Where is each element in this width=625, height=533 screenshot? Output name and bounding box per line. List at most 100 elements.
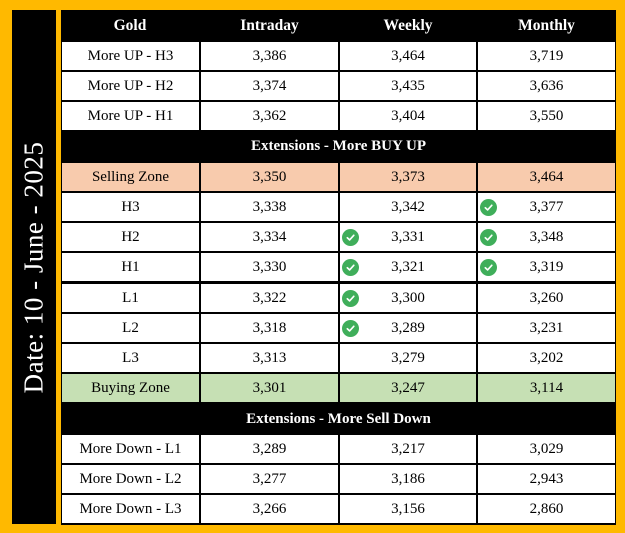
monthly-value-text: 3,202 xyxy=(529,349,564,366)
monthly-value-text: 3,464 xyxy=(529,168,564,185)
band-sell-down: Extensions - More Sell Down xyxy=(246,410,431,427)
intraday-value: 3,266 xyxy=(201,495,338,523)
weekly-value-text: 3,404 xyxy=(391,107,425,124)
monthly-value: 3,202 xyxy=(478,344,615,372)
intraday-value-text: 3,277 xyxy=(252,470,287,487)
row-label-text: Selling Zone xyxy=(91,168,170,185)
weekly-value: 3,464 xyxy=(340,42,476,70)
intraday-value-text: 3,386 xyxy=(252,47,287,64)
intraday-value-text: 3,334 xyxy=(252,228,287,245)
monthly-value-text: 3,114 xyxy=(529,379,564,396)
table-row: H3 3,338 3,342 3,377 xyxy=(61,193,616,221)
intraday-value: 3,386 xyxy=(201,42,338,70)
weekly-value-text: 3,289 xyxy=(391,319,425,336)
weekly-value-text: 3,217 xyxy=(391,440,425,457)
monthly-value: 3,377 xyxy=(478,193,615,221)
intraday-value: 3,334 xyxy=(201,223,338,251)
weekly-value-text: 3,156 xyxy=(391,500,425,517)
monthly-value-text: 2,860 xyxy=(529,500,564,517)
intraday-value: 3,318 xyxy=(201,314,338,342)
row-label-text: Buying Zone xyxy=(91,379,170,396)
intraday-value-text: 3,289 xyxy=(252,440,287,457)
weekly-value-text: 3,331 xyxy=(391,228,425,245)
intraday-value-text: 3,318 xyxy=(252,319,287,336)
row-label-text: H1 xyxy=(121,258,140,275)
table-row: More Down - L2 3,277 3,186 2,943 xyxy=(61,465,616,493)
intraday-value: 3,313 xyxy=(201,344,338,372)
levels-table: Gold Intraday Weekly Monthly Extensions … xyxy=(61,10,616,525)
monthly-value: 3,231 xyxy=(478,314,615,342)
row-label: L3 xyxy=(62,344,199,372)
intraday-value: 3,374 xyxy=(201,72,338,100)
intraday-value-text: 3,266 xyxy=(252,500,287,517)
weekly-value: 3,373 xyxy=(340,163,476,191)
monthly-value: 3,464 xyxy=(478,163,615,191)
header-intraday: Intraday xyxy=(240,17,299,34)
row-label-text: L1 xyxy=(122,289,139,306)
table-header: Gold Intraday Weekly Monthly xyxy=(61,12,616,40)
check-icon xyxy=(480,198,497,216)
intraday-value-text: 3,322 xyxy=(252,289,287,306)
row-label: L2 xyxy=(62,314,199,342)
check-icon xyxy=(342,228,359,246)
intraday-value: 3,338 xyxy=(201,193,338,221)
intraday-value: 3,289 xyxy=(201,435,338,463)
table-row: More UP - H3 3,386 3,464 3,719 xyxy=(61,42,616,70)
table-row: More Down - L1 3,289 3,217 3,029 xyxy=(61,435,616,463)
weekly-value: 3,342 xyxy=(340,193,476,221)
monthly-value: 3,319 xyxy=(478,253,615,281)
intraday-value: 3,350 xyxy=(201,163,338,191)
monthly-value-text: 3,550 xyxy=(529,107,564,124)
row-label-text: More Down - L1 xyxy=(79,440,182,457)
monthly-value: 3,260 xyxy=(478,284,615,312)
weekly-value-text: 3,279 xyxy=(391,349,425,366)
row-label: H3 xyxy=(62,193,199,221)
monthly-value: 2,860 xyxy=(478,495,615,523)
table-row: Selling Zone 3,350 3,373 3,464 xyxy=(61,163,616,191)
monthly-value-text: 3,348 xyxy=(529,228,564,245)
row-label: More UP - H3 xyxy=(62,42,199,70)
monthly-value: 3,114 xyxy=(478,374,615,402)
table-row: More Down - L3 3,266 3,156 2,860 xyxy=(61,495,616,523)
weekly-value: 3,331 xyxy=(340,223,476,251)
table-row: L1 3,322 3,300 3,260 xyxy=(61,284,616,312)
monthly-value: 3,029 xyxy=(478,435,615,463)
weekly-value: 3,404 xyxy=(340,102,476,130)
row-label: More UP - H1 xyxy=(62,102,199,130)
weekly-value: 3,300 xyxy=(340,284,476,312)
header-weekly: Weekly xyxy=(383,17,433,34)
monthly-value-text: 3,377 xyxy=(529,198,564,215)
weekly-value-text: 3,342 xyxy=(391,198,425,215)
intraday-value-text: 3,338 xyxy=(252,198,287,215)
weekly-value: 3,186 xyxy=(340,465,476,493)
intraday-value-text: 3,301 xyxy=(252,379,287,396)
intraday-value-text: 3,350 xyxy=(252,168,287,185)
row-label-text: H3 xyxy=(121,198,140,215)
row-label: More UP - H2 xyxy=(62,72,199,100)
row-label-text: More Down - L3 xyxy=(79,500,182,517)
date-label: Date: 10 - June - 2025 xyxy=(18,141,49,393)
row-label: H1 xyxy=(62,253,199,281)
row-label-text: More Down - L2 xyxy=(79,470,182,487)
header-monthly: Monthly xyxy=(518,17,575,34)
check-icon xyxy=(342,319,359,337)
monthly-value: 3,636 xyxy=(478,72,615,100)
monthly-value-text: 3,636 xyxy=(529,77,564,94)
row-label: Selling Zone xyxy=(62,163,199,191)
intraday-value-text: 3,330 xyxy=(252,258,287,275)
table-row: H2 3,334 3,331 3,348 xyxy=(61,223,616,251)
monthly-value-text: 3,029 xyxy=(529,440,564,457)
row-label-text: L2 xyxy=(122,319,139,336)
monthly-value-text: 3,260 xyxy=(529,289,564,306)
weekly-value: 3,289 xyxy=(340,314,476,342)
intraday-value-text: 3,362 xyxy=(252,107,287,124)
table-row: L3 3,313 3,279 3,202 xyxy=(61,344,616,372)
row-label-text: More UP - H3 xyxy=(87,47,174,64)
table-row: More UP - H2 3,374 3,435 3,636 xyxy=(61,72,616,100)
check-icon xyxy=(480,228,497,246)
weekly-value: 3,435 xyxy=(340,72,476,100)
monthly-value: 3,348 xyxy=(478,223,615,251)
weekly-value-text: 3,247 xyxy=(391,379,425,396)
check-icon xyxy=(342,289,359,307)
weekly-value-text: 3,435 xyxy=(391,77,425,94)
